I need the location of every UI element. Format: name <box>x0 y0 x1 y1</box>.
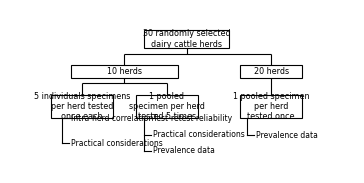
Text: 20 herds: 20 herds <box>254 67 289 76</box>
Text: 30 randomly selected
dairy cattle herds: 30 randomly selected dairy cattle herds <box>143 29 230 48</box>
FancyBboxPatch shape <box>144 30 229 48</box>
FancyBboxPatch shape <box>240 65 302 78</box>
Text: 1 pooled specimen
per herd
tested once: 1 pooled specimen per herd tested once <box>233 92 309 121</box>
Text: Test-retest reliability: Test-retest reliability <box>153 114 232 123</box>
Text: 10 herds: 10 herds <box>107 67 142 76</box>
FancyBboxPatch shape <box>71 65 178 78</box>
Text: Prevalence data: Prevalence data <box>256 131 317 140</box>
FancyBboxPatch shape <box>136 95 198 118</box>
FancyBboxPatch shape <box>240 95 302 118</box>
Text: Prevalence data: Prevalence data <box>153 146 214 155</box>
FancyBboxPatch shape <box>51 95 113 118</box>
Text: Practical considerations: Practical considerations <box>153 130 245 139</box>
Text: Intra-herd correlation: Intra-herd correlation <box>71 114 153 123</box>
Text: Practical considerations: Practical considerations <box>71 139 163 148</box>
Text: 1 pooled
specimen per herd
tested 5 times: 1 pooled specimen per herd tested 5 time… <box>129 92 205 121</box>
Text: 5 individuals specimens
per herd tested
once each: 5 individuals specimens per herd tested … <box>34 92 130 121</box>
